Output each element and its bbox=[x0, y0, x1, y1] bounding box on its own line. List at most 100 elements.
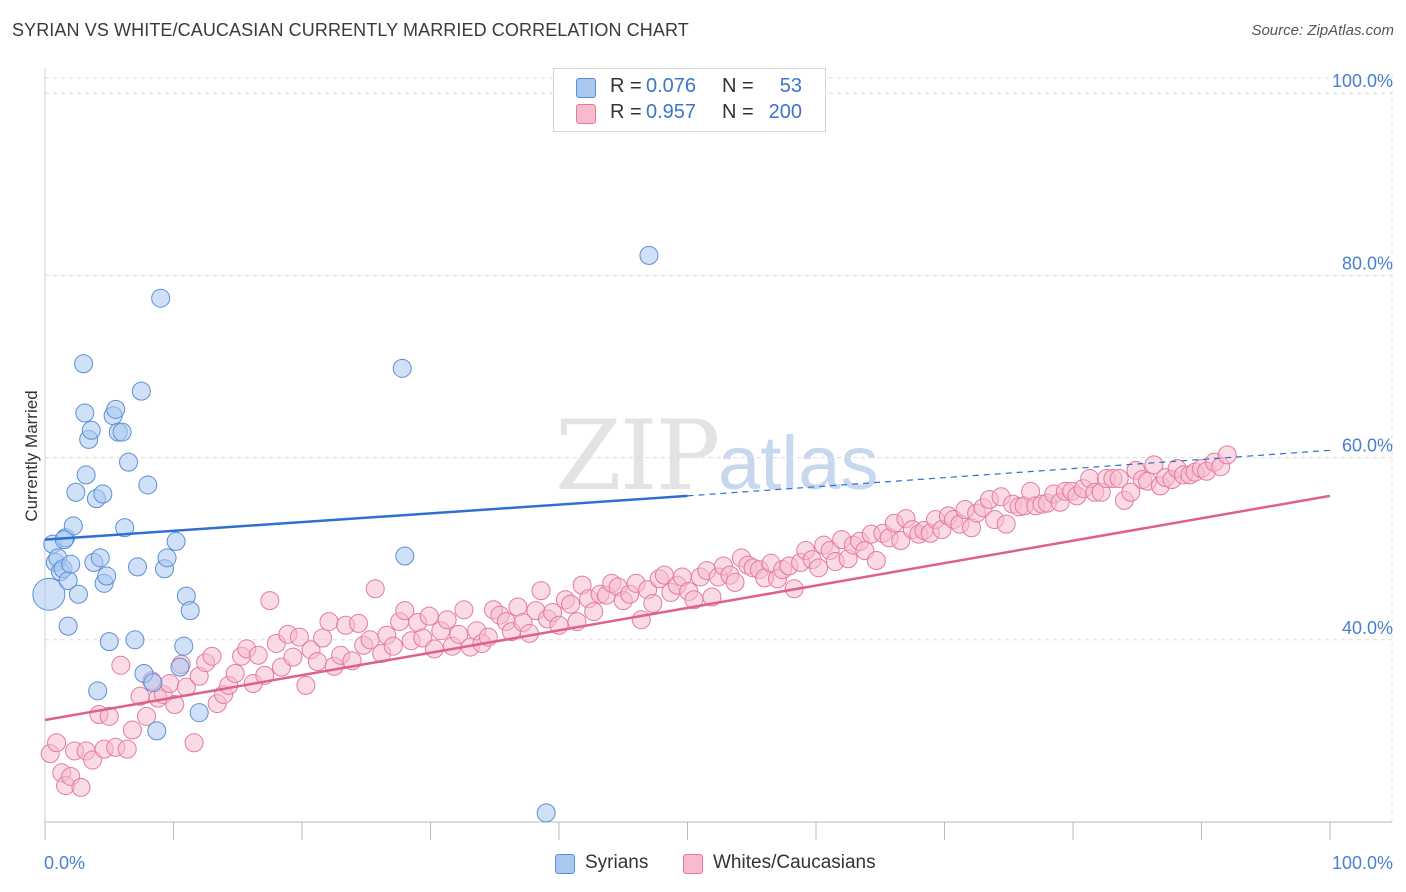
whites-point bbox=[561, 594, 581, 614]
syrians-point bbox=[58, 616, 78, 636]
syrians-point bbox=[157, 548, 177, 568]
stats-legend: R = 0.076 N = 53 R = 0.957 N = 200 bbox=[553, 68, 826, 132]
syrians-point bbox=[147, 721, 167, 741]
syrians-point bbox=[99, 632, 119, 652]
whites-point bbox=[454, 600, 474, 620]
syrians-point bbox=[115, 518, 135, 538]
syrians-point bbox=[536, 803, 556, 823]
whites-point bbox=[1121, 482, 1141, 502]
whites-point bbox=[283, 647, 303, 667]
whites-point bbox=[424, 639, 444, 659]
syrians-point bbox=[639, 245, 659, 265]
syrians-point bbox=[61, 554, 81, 574]
syrians-point bbox=[75, 403, 95, 423]
whites-point bbox=[160, 674, 180, 694]
whites-point bbox=[437, 610, 457, 630]
legend-label: Syrians bbox=[585, 852, 649, 873]
whites-point bbox=[1109, 469, 1129, 489]
whites-point bbox=[260, 591, 280, 611]
whites-point bbox=[313, 628, 333, 648]
syrians-swatch bbox=[576, 78, 596, 98]
whites-point bbox=[122, 720, 142, 740]
syrians-point bbox=[166, 531, 186, 551]
y-tick-label: 100.0% bbox=[1332, 71, 1393, 91]
syrians-point bbox=[392, 358, 412, 378]
whites-point bbox=[643, 593, 663, 613]
watermark-zip: ZIP bbox=[555, 400, 720, 512]
whites-trend-line bbox=[44, 494, 1331, 722]
gridlines bbox=[45, 75, 1393, 822]
whites-point bbox=[111, 655, 131, 675]
syrians-point bbox=[112, 422, 132, 442]
syrians-point bbox=[119, 452, 139, 472]
whites-point bbox=[99, 706, 119, 726]
source-credit: Source: ZipAtlas.com bbox=[1251, 22, 1394, 39]
syrians-trend-line bbox=[44, 494, 688, 541]
whites-point bbox=[184, 733, 204, 753]
syrians-point bbox=[189, 703, 209, 723]
syrians-point bbox=[93, 484, 113, 504]
syrians-point bbox=[63, 516, 83, 536]
whites-point bbox=[1217, 445, 1237, 465]
whites-point bbox=[83, 750, 103, 770]
whites-point bbox=[165, 694, 185, 714]
whites-point bbox=[47, 733, 67, 753]
n-label: N = bbox=[722, 101, 754, 123]
y-tick-label: 80.0% bbox=[1342, 253, 1393, 273]
series-syrians bbox=[32, 245, 659, 823]
syrians-point bbox=[170, 657, 190, 677]
x-tick-label: 0.0% bbox=[44, 853, 85, 873]
syrians-point bbox=[88, 681, 108, 701]
whites-point bbox=[307, 652, 327, 672]
whites-point bbox=[809, 558, 829, 578]
syrians-trend-extension bbox=[687, 449, 1331, 497]
r-value: 0.957 bbox=[646, 101, 697, 123]
whites-point bbox=[866, 551, 886, 571]
whites-point bbox=[631, 610, 651, 630]
series-whites-caucasians bbox=[40, 445, 1237, 797]
whites-point bbox=[996, 514, 1016, 534]
whites-point bbox=[531, 581, 551, 601]
r-label: R = bbox=[610, 101, 642, 123]
whites-point bbox=[202, 646, 222, 666]
x-tick-label: 100.0% bbox=[1332, 853, 1393, 873]
whites-point bbox=[702, 587, 722, 607]
syrians-point bbox=[97, 566, 117, 586]
whites-point bbox=[365, 579, 385, 599]
syrians-point bbox=[68, 584, 88, 604]
whites-point bbox=[1144, 455, 1164, 475]
tick-labels: 40.0% 60.0% 80.0% 100.0% 0.0% 100.0% bbox=[44, 71, 1393, 873]
y-axis-label: Currently Married bbox=[22, 390, 41, 522]
legend-label: Whites/Caucasians bbox=[713, 852, 876, 873]
whites-swatch bbox=[576, 104, 596, 124]
whites-swatch bbox=[683, 854, 703, 874]
whites-point bbox=[725, 572, 745, 592]
syrians-swatch bbox=[555, 854, 575, 874]
syrians-point bbox=[151, 288, 171, 308]
whites-point bbox=[413, 628, 433, 648]
whites-point bbox=[71, 777, 91, 797]
whites-point bbox=[349, 613, 369, 633]
n-label: N = bbox=[722, 75, 754, 97]
r-label: R = bbox=[610, 75, 642, 97]
trend-lines bbox=[44, 449, 1331, 722]
syrians-point bbox=[138, 475, 158, 495]
whites-point bbox=[395, 601, 415, 621]
syrians-point bbox=[128, 557, 148, 577]
syrians-point bbox=[74, 354, 94, 374]
whites-point bbox=[891, 531, 911, 551]
whites-point bbox=[225, 664, 245, 684]
whites-point bbox=[289, 627, 309, 647]
syrians-point bbox=[174, 636, 194, 656]
whites-point bbox=[449, 624, 469, 644]
whites-point bbox=[137, 706, 157, 726]
n-value: 53 bbox=[779, 75, 802, 97]
syrians-point bbox=[81, 420, 101, 440]
syrians-point bbox=[32, 577, 66, 611]
syrians-point bbox=[143, 673, 163, 693]
whites-point bbox=[296, 675, 316, 695]
axes bbox=[44, 68, 1392, 840]
whites-point bbox=[584, 602, 604, 622]
syrians-point bbox=[125, 630, 145, 650]
